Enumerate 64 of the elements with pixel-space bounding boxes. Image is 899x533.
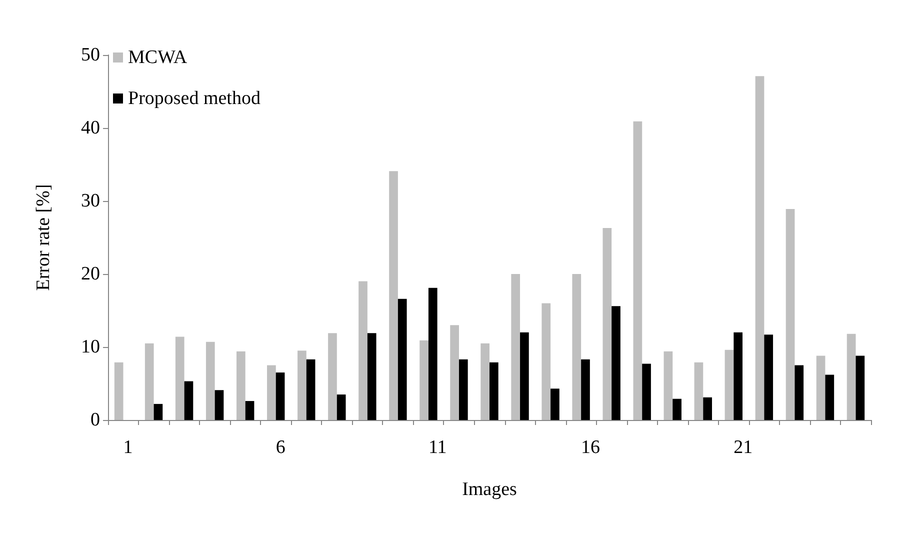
bar — [642, 364, 651, 420]
bar — [664, 351, 673, 420]
bar — [206, 342, 215, 420]
x-tick-label: 16 — [581, 437, 600, 458]
bar — [633, 121, 642, 420]
bar — [267, 365, 276, 420]
bar — [602, 228, 612, 420]
x-tick-label: 1 — [123, 437, 133, 458]
bar — [672, 398, 682, 420]
bar — [542, 303, 551, 420]
bar — [420, 340, 428, 420]
bar — [398, 298, 407, 420]
y-tick-label: 50 — [81, 44, 100, 66]
y-tick-label: 10 — [81, 336, 100, 358]
bar — [816, 356, 826, 420]
bar — [276, 372, 285, 420]
bar — [764, 334, 774, 420]
legend-label: Proposed method — [128, 88, 261, 109]
bar — [734, 332, 743, 420]
bar — [480, 343, 490, 420]
bar — [306, 359, 316, 420]
bar — [214, 390, 224, 420]
bar — [358, 281, 368, 420]
bar — [786, 209, 795, 420]
x-tick-label: 21 — [734, 437, 753, 458]
bar — [724, 350, 734, 420]
bar — [490, 362, 498, 420]
bar — [175, 336, 184, 420]
bar — [612, 306, 620, 420]
x-tick-label: 6 — [276, 437, 286, 458]
x-tick-label: 11 — [428, 437, 447, 458]
bar — [389, 171, 398, 420]
bar — [428, 288, 438, 420]
bar — [856, 356, 865, 420]
y-tick-label: 30 — [81, 190, 100, 212]
bar — [572, 274, 582, 420]
bar — [703, 397, 712, 420]
bar — [520, 332, 529, 420]
bar — [245, 401, 254, 420]
bar — [825, 374, 834, 420]
bar — [694, 362, 704, 420]
y-tick-label: 0 — [90, 410, 100, 430]
x-axis-title: Images — [462, 479, 517, 500]
bar — [144, 343, 154, 420]
bar — [298, 350, 306, 420]
bar — [114, 362, 124, 420]
y-tick-label: 40 — [81, 118, 100, 138]
bar — [184, 381, 194, 420]
bar — [336, 394, 346, 420]
bar — [755, 76, 764, 420]
bar — [846, 334, 856, 420]
bar — [511, 274, 520, 420]
bar — [550, 388, 560, 420]
bar — [458, 359, 468, 420]
bar — [154, 404, 163, 420]
bar — [328, 333, 337, 420]
bar — [450, 325, 459, 420]
bar — [236, 351, 246, 420]
bar — [794, 365, 804, 420]
y-tick-label: 20 — [81, 264, 100, 284]
y-axis-title: Error rate [%] — [33, 184, 54, 291]
bar — [581, 359, 590, 420]
legend-label: MCWA — [128, 47, 188, 68]
bar — [367, 333, 376, 420]
